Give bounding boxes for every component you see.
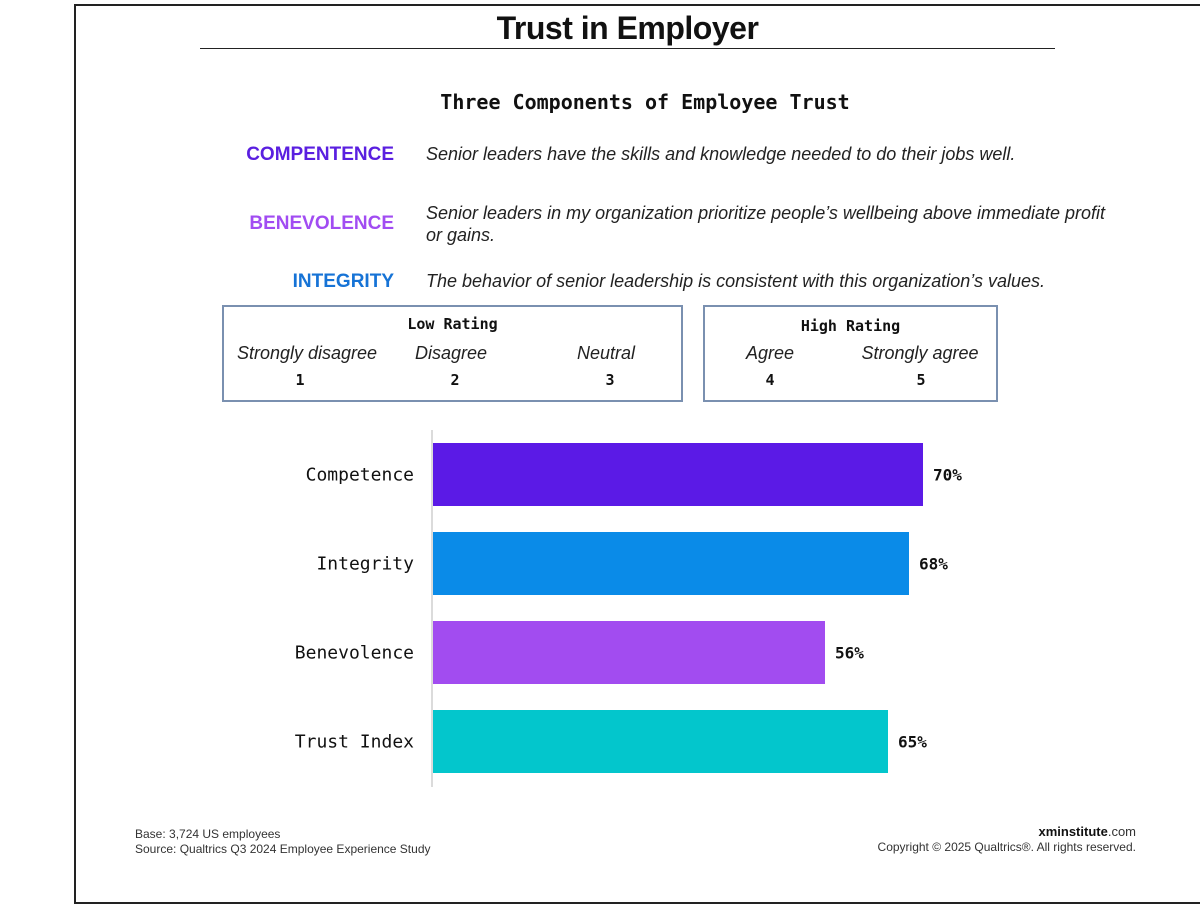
category-label-trust-index: Trust Index bbox=[295, 732, 414, 753]
definition-text-benevolence: Senior leaders in my organization priori… bbox=[426, 203, 1106, 245]
low-rating-box: Low Rating Strongly disagree 1 Disagree … bbox=[222, 305, 683, 402]
high-rating-heading: High Rating bbox=[800, 317, 901, 335]
bar-trust-index bbox=[433, 710, 888, 773]
scale-label-agree: Agree bbox=[745, 343, 795, 363]
footer-base: Base: 3,724 US employees bbox=[135, 827, 281, 841]
footer-notes: Base: 3,724 US employees Source: Qualtri… bbox=[135, 827, 431, 857]
category-label-competence: Competence bbox=[306, 465, 414, 486]
page-title: Trust in Employer bbox=[496, 10, 759, 46]
trust-bar-chart: Competence 70% Integrity 68% Benevolence 56% T… bbox=[295, 430, 962, 787]
subtitle: Three Components of Employee Trust bbox=[440, 90, 850, 114]
value-label-integrity: 68% bbox=[919, 555, 948, 574]
value-label-trust-index: 65% bbox=[898, 733, 927, 752]
bar-competence bbox=[433, 443, 923, 506]
scale-number-4: 4 bbox=[765, 371, 775, 389]
definition-name-competence: COMPENTENCE bbox=[246, 144, 394, 165]
value-label-competence: 70% bbox=[933, 466, 962, 485]
definition-text-competence: Senior leaders have the skills and knowl… bbox=[426, 144, 1016, 164]
scale-label-strongly-agree: Strongly agree bbox=[861, 343, 979, 363]
figure-frame bbox=[74, 4, 1200, 904]
high-rating-box: High Rating Agree 4 Strongly agree 5 bbox=[703, 305, 998, 402]
footer-copyright: xminstitute.com Copyright © 2025 Qualtri… bbox=[878, 824, 1136, 855]
bar-benevolence bbox=[433, 621, 825, 684]
scale-label-disagree: Disagree bbox=[414, 343, 488, 363]
category-label-benevolence: Benevolence bbox=[295, 643, 414, 664]
category-label-integrity: Integrity bbox=[316, 554, 414, 575]
scale-number-1: 1 bbox=[295, 371, 305, 389]
footer-source: Source: Qualtrics Q3 2024 Employee Exper… bbox=[135, 842, 431, 856]
brand-name: xminstitute bbox=[1038, 824, 1108, 839]
scale-label-strongly-disagree: Strongly disagree bbox=[236, 343, 378, 363]
definition-text-integrity: The behavior of senior leadership is con… bbox=[426, 271, 1046, 291]
chart-bars: Competence 70% Integrity 68% Benevolence 56% T… bbox=[295, 443, 962, 773]
title-underline bbox=[200, 48, 1055, 49]
value-label-benevolence: 56% bbox=[835, 644, 864, 663]
scale-label-neutral: Neutral bbox=[576, 343, 636, 363]
scale-number-2: 2 bbox=[450, 371, 460, 389]
low-rating-heading: Low Rating bbox=[407, 315, 498, 333]
bar-integrity bbox=[433, 532, 909, 595]
scale-number-3: 3 bbox=[605, 371, 615, 389]
footer-brand: xminstitute.com bbox=[878, 824, 1136, 840]
copyright-text: Copyright © 2025 Qualtrics®. All rights … bbox=[877, 840, 1136, 854]
definition-name-benevolence: BENEVOLENCE bbox=[249, 213, 394, 234]
brand-tld: .com bbox=[1107, 824, 1136, 839]
definition-name-integrity: INTEGRITY bbox=[292, 271, 394, 292]
scale-number-5: 5 bbox=[916, 371, 926, 389]
